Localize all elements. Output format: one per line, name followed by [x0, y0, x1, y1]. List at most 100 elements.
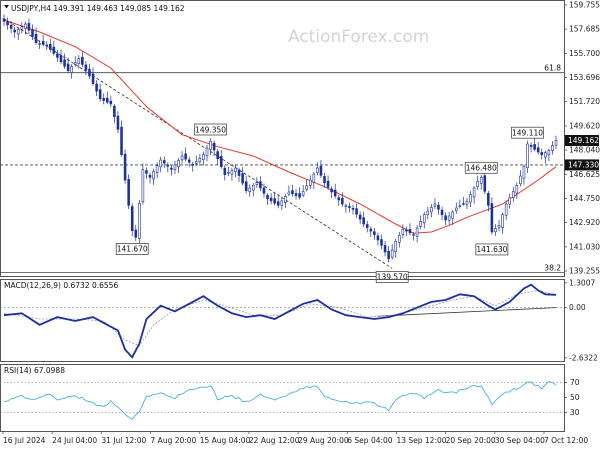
- candle: [166, 162, 170, 173]
- candle: [41, 34, 45, 47]
- x-tick-label: 7 Oct 12:00: [544, 436, 588, 445]
- y-tick-label: 139.255: [569, 267, 600, 276]
- candle-body: [540, 152, 544, 155]
- candle: [255, 177, 259, 188]
- candle: [337, 194, 341, 206]
- candle-body: [358, 214, 362, 220]
- candle: [170, 165, 173, 176]
- candle: [469, 191, 472, 208]
- candle: [173, 160, 177, 174]
- candle: [365, 220, 369, 233]
- y-tick-label: 149.620: [569, 121, 600, 130]
- candle: [373, 227, 376, 240]
- candle-body: [355, 208, 358, 215]
- candle-body: [84, 64, 88, 71]
- price-annotation: 141.670: [115, 243, 149, 255]
- candle: [280, 196, 284, 210]
- candle-body: [451, 211, 455, 219]
- candle-body: [184, 153, 187, 160]
- candle: [98, 83, 102, 102]
- candle: [405, 226, 408, 237]
- price-annotation: 149.110: [511, 126, 544, 139]
- candle-body: [41, 41, 45, 45]
- candle-body: [494, 228, 497, 233]
- candle-body: [27, 23, 31, 31]
- candle-body: [526, 143, 529, 168]
- candle-body: [130, 206, 134, 231]
- candle: [447, 211, 451, 225]
- candle: [540, 148, 544, 160]
- candle-body: [276, 201, 280, 206]
- candle-body: [266, 195, 269, 199]
- candle: [134, 224, 138, 241]
- candle: [305, 179, 308, 192]
- candle-body: [102, 97, 105, 101]
- candle-body: [66, 63, 70, 71]
- candle: [341, 192, 344, 207]
- candle: [458, 199, 462, 209]
- candle: [490, 197, 494, 235]
- candle: [91, 67, 95, 86]
- candle-body: [138, 203, 141, 239]
- candle-body: [536, 147, 540, 153]
- candle: [515, 182, 519, 199]
- price-tag-box: [565, 159, 599, 171]
- candle-body: [465, 201, 469, 205]
- candle-body: [173, 164, 177, 170]
- candle: [437, 202, 440, 215]
- candle-body: [88, 68, 91, 77]
- candle-body: [415, 227, 419, 237]
- candle-body: [81, 56, 84, 65]
- candle-body: [212, 142, 216, 151]
- candle-body: [554, 140, 558, 146]
- candle: [533, 137, 536, 152]
- candle: [49, 38, 52, 53]
- candle-body: [63, 59, 66, 67]
- candle: [430, 204, 433, 218]
- candle: [444, 212, 447, 226]
- candle: [351, 204, 355, 215]
- x-tick-label: 31 Jul 12:00: [101, 436, 146, 445]
- candle: [369, 226, 373, 237]
- candle-body: [105, 97, 109, 103]
- candle: [380, 234, 383, 250]
- candle: [63, 53, 66, 69]
- watermark: ActionForex.com: [288, 27, 429, 47]
- x-tick-label: 22 Aug 12:00: [249, 436, 300, 445]
- candle-body: [401, 229, 405, 236]
- candle-body: [31, 29, 34, 37]
- candle-body: [223, 167, 227, 175]
- candle-body: [113, 105, 116, 117]
- macd-line: [3, 283, 557, 359]
- candle-body: [152, 171, 155, 180]
- candle-body: [479, 177, 483, 184]
- x-tick-label: 30 Sep 04:00: [495, 436, 545, 445]
- candle: [2, 14, 6, 26]
- candle: [120, 120, 123, 157]
- candle-body: [49, 43, 52, 50]
- candle: [31, 24, 34, 41]
- candle-body: [319, 165, 323, 176]
- candle: [483, 169, 487, 194]
- candle-body: [294, 193, 298, 196]
- candle: [291, 184, 294, 197]
- x-tick-label: 6 Sep 04:00: [347, 436, 393, 445]
- macd-y-tick-label: 0.00: [569, 303, 586, 312]
- candle-body: [262, 187, 266, 194]
- candle-body: [444, 215, 447, 221]
- candle-body: [166, 164, 170, 167]
- candle-body: [219, 156, 223, 167]
- trendline: [3, 18, 393, 269]
- candle: [24, 21, 27, 35]
- price-panel: 61.8 38.2 149.350 141.670 146.480 139.570 141…: [0, 0, 600, 283]
- candle: [501, 212, 504, 234]
- candle-body: [6, 21, 9, 26]
- annotation-box: [194, 123, 227, 136]
- price-annotation: 146.480: [464, 161, 498, 174]
- y-tick-label: 144.750: [569, 194, 600, 203]
- candle: [123, 149, 127, 184]
- candle: [191, 161, 195, 172]
- candle-body: [127, 179, 130, 206]
- candle-body: [308, 179, 312, 186]
